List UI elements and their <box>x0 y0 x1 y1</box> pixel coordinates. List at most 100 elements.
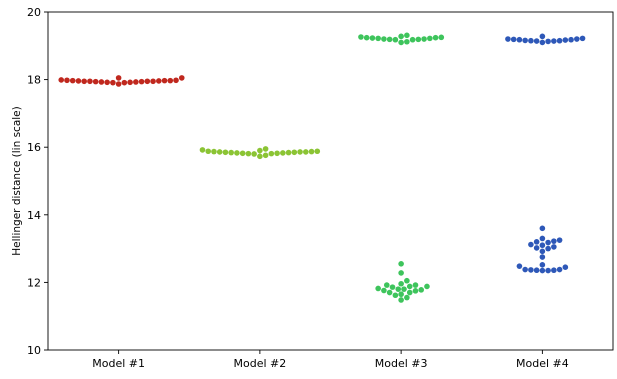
data-point <box>539 39 546 46</box>
plot-area <box>47 11 614 351</box>
x-tick-label: Model #2 <box>234 357 287 370</box>
data-point <box>510 36 517 43</box>
y-tick-label: 10 <box>27 344 41 357</box>
data-point <box>551 38 557 44</box>
data-point <box>539 254 546 260</box>
data-point <box>392 292 399 299</box>
data-point <box>121 79 128 86</box>
data-point <box>104 79 110 86</box>
data-point <box>556 37 563 44</box>
data-point <box>424 283 430 290</box>
data-point <box>87 78 93 85</box>
data-point <box>251 151 257 157</box>
data-point <box>545 239 551 246</box>
data-point <box>69 77 76 84</box>
data-point <box>404 277 410 284</box>
data-point <box>398 291 404 298</box>
data-point <box>404 294 410 301</box>
data-point <box>539 242 546 249</box>
data-point <box>539 267 546 274</box>
data-point <box>412 282 419 288</box>
data-point <box>533 267 540 274</box>
data-point <box>291 149 298 156</box>
data-point <box>522 266 528 273</box>
data-point <box>173 77 179 84</box>
data-point <box>545 267 551 274</box>
data-point <box>556 237 563 243</box>
data-point <box>528 241 534 248</box>
data-point <box>308 148 315 155</box>
data-point <box>568 36 574 43</box>
data-point <box>245 150 252 157</box>
data-point <box>375 35 381 42</box>
data-point <box>386 36 393 43</box>
data-point <box>427 35 433 42</box>
y-axis-label: Hellinger distance (lin scale) <box>11 106 23 255</box>
data-point <box>562 37 569 43</box>
data-point <box>133 79 139 85</box>
data-point <box>386 289 393 296</box>
data-point <box>551 244 557 250</box>
data-point <box>539 225 546 232</box>
data-point <box>389 284 396 290</box>
data-point <box>533 38 540 44</box>
data-point <box>58 77 65 83</box>
data-point <box>222 149 229 156</box>
y-tick-label: 16 <box>27 141 41 154</box>
data-point <box>398 33 404 40</box>
data-point <box>574 36 580 42</box>
data-point <box>115 75 122 81</box>
data-point <box>138 78 145 85</box>
data-point <box>64 77 70 84</box>
data-point <box>369 35 376 41</box>
data-point <box>545 245 551 252</box>
data-point <box>358 34 364 40</box>
data-point <box>199 147 206 153</box>
data-point <box>228 149 234 156</box>
data-point <box>579 35 586 42</box>
data-point <box>562 264 569 270</box>
data-point <box>280 150 286 156</box>
data-point <box>516 263 523 269</box>
data-point <box>432 34 439 41</box>
data-point <box>234 150 240 156</box>
data-point <box>268 150 275 157</box>
data-point <box>381 36 387 42</box>
data-point <box>127 79 133 86</box>
data-point <box>81 78 87 85</box>
data-point <box>404 38 410 45</box>
data-point <box>375 285 381 292</box>
data-point <box>551 267 557 274</box>
data-point <box>406 289 413 296</box>
data-point <box>398 261 404 267</box>
data-point <box>297 149 303 155</box>
data-point <box>398 39 404 46</box>
data-point <box>211 148 217 155</box>
data-point <box>395 286 402 292</box>
data-point <box>539 33 546 40</box>
data-point <box>516 36 523 43</box>
x-tick-label: Model #1 <box>92 357 145 370</box>
data-point <box>216 149 223 155</box>
y-tick-label: 18 <box>27 74 41 87</box>
data-point <box>178 75 185 81</box>
data-point <box>539 235 546 242</box>
data-point <box>556 266 563 273</box>
data-point <box>115 81 122 87</box>
data-point <box>398 270 404 276</box>
data-point <box>398 280 404 287</box>
data-point <box>421 36 427 42</box>
data-points <box>58 32 586 303</box>
data-point <box>161 77 168 84</box>
data-point <box>551 238 557 244</box>
x-tick-label: Model #4 <box>516 357 569 370</box>
x-tick-label: Model #3 <box>375 357 428 370</box>
data-point <box>545 38 551 45</box>
data-point <box>92 78 99 85</box>
data-point <box>285 149 292 156</box>
y-tick-label: 12 <box>27 276 41 289</box>
data-point <box>401 286 407 292</box>
data-point <box>533 245 540 251</box>
